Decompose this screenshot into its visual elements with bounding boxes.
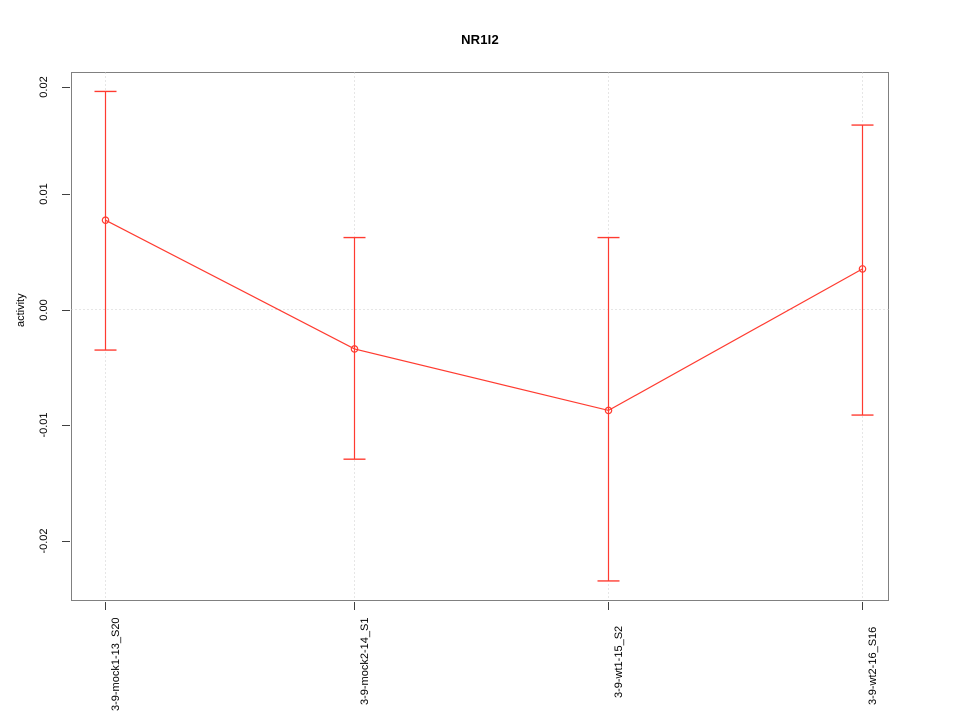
x-tick-mark-1	[354, 602, 355, 610]
x-tick-mark-0	[105, 602, 106, 610]
y-tick-label-3: -0.01	[38, 412, 50, 438]
x-tick-label-2: 3-9-wt1-15_S2	[613, 625, 625, 698]
y-tick-mark-0	[62, 87, 70, 88]
x-tick-mark-2	[608, 602, 609, 610]
chart-title: NR1I2	[461, 32, 499, 47]
x-tick-label-1: 3-9-mock2-14_S1	[359, 617, 371, 705]
x-tick-mark-3	[862, 602, 863, 610]
y-tick-mark-1	[62, 194, 70, 195]
x-tick-label-0: 3-9-mock1-13_S20	[110, 617, 122, 711]
y-axis-label: activity	[15, 293, 27, 327]
y-tick-label-4: -0.02	[38, 528, 50, 554]
y-tick-label-1: 0.01	[38, 183, 50, 205]
y-tick-mark-4	[62, 541, 70, 542]
y-tick-mark-3	[62, 425, 70, 426]
y-tick-label-0: 0.02	[38, 76, 50, 98]
plot-area	[71, 72, 889, 601]
x-tick-label-3: 3-9-wt2-16_S16	[867, 626, 879, 705]
y-tick-mark-2	[62, 310, 70, 311]
y-tick-label-2: 0.00	[38, 299, 50, 321]
